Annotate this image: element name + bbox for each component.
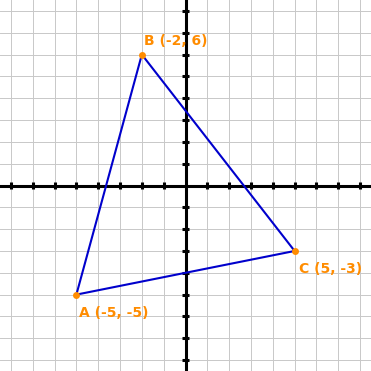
Text: C (5, -3): C (5, -3) <box>299 262 362 276</box>
Text: A (-5, -5): A (-5, -5) <box>79 306 148 319</box>
Text: B (-2, 6): B (-2, 6) <box>144 34 207 48</box>
